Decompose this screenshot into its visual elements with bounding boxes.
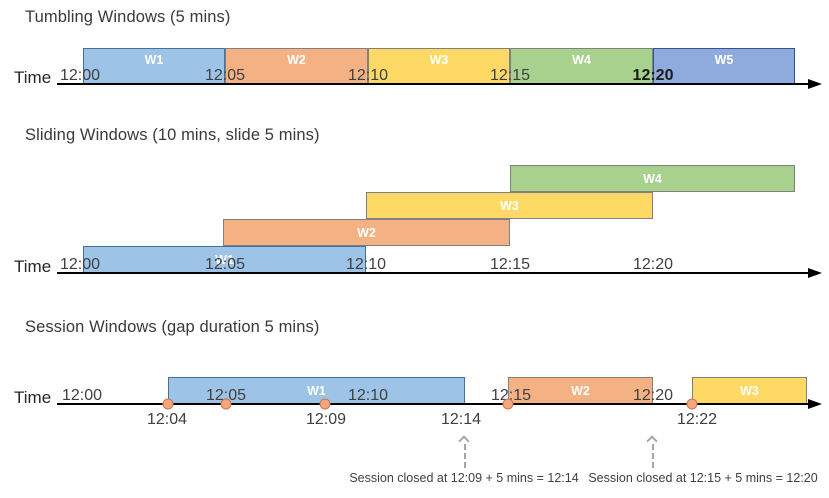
window-bar-w1	[83, 48, 225, 84]
window-label-w3: W3	[500, 198, 519, 213]
sliding-section-title: Sliding Windows (10 mins, slide 5 mins)	[25, 126, 320, 144]
window-label-w3: W3	[740, 383, 759, 398]
time-axis-label: Time	[14, 388, 52, 407]
up-arrow-shaft	[464, 444, 466, 468]
time-axis-line	[57, 403, 810, 405]
time-axis-arrowhead-icon	[808, 268, 822, 278]
window-bar-w3	[692, 377, 807, 404]
window-label-w2: W2	[571, 383, 590, 398]
axis-tick-label: 12:05	[205, 387, 247, 404]
axis-tick-label: 12:10	[345, 256, 387, 273]
time-axis-label: Time	[14, 68, 52, 87]
axis-tick-label: 12:20	[632, 387, 674, 404]
window-bar-w4	[510, 165, 795, 192]
axis-tick-label: 12:00	[61, 387, 103, 404]
window-label-w1: W1	[307, 383, 326, 398]
session-section-title: Session Windows (gap duration 5 mins)	[25, 318, 320, 336]
window-bar-w3	[366, 192, 653, 219]
tumbling-section-title: Tumbling Windows (5 mins)	[25, 8, 231, 26]
event-time-label: 12:09	[305, 411, 347, 428]
window-bar-w2	[508, 377, 653, 404]
time-axis-label: Time	[14, 257, 52, 276]
window-bar-w5	[653, 48, 795, 84]
time-axis-line	[57, 83, 810, 85]
axis-tick-label: 12:05	[204, 67, 246, 84]
event-dot	[686, 398, 698, 410]
session-closed-note: Session closed at 12:15 + 5 mins = 12:20	[588, 471, 818, 485]
window-label-w3: W3	[429, 53, 449, 67]
axis-tick-label: 12:20	[632, 67, 674, 84]
window-bar-w2	[223, 219, 510, 246]
event-dot	[502, 398, 514, 410]
event-dot	[319, 398, 331, 410]
window-label-w1: W1	[215, 252, 234, 267]
event-time-label: 12:04	[146, 411, 188, 428]
axis-tick-label: 12:00	[59, 256, 101, 273]
window-label-w2: W2	[357, 225, 376, 240]
time-axis-arrowhead-icon	[808, 399, 822, 409]
window-label-w4: W4	[572, 53, 591, 67]
axis-tick-label: 12:20	[632, 256, 674, 273]
time-axis-arrowhead-icon	[808, 79, 822, 89]
window-label-w5: W5	[714, 53, 734, 67]
axis-tick-label: 12:10	[347, 387, 389, 404]
axis-tick-label: 12:15	[490, 387, 532, 404]
axis-tick-label: 12:00	[59, 67, 101, 84]
up-arrow-shaft	[652, 444, 654, 468]
event-time-label: 12:22	[676, 411, 718, 428]
event-dot	[162, 398, 174, 410]
time-axis-line	[57, 272, 810, 274]
axis-tick-label: 12:10	[347, 67, 389, 84]
window-label-w4: W4	[643, 171, 662, 186]
window-bar-w4	[510, 48, 653, 84]
axis-tick-label: 12:15	[489, 256, 531, 273]
window-bar-w3	[368, 48, 510, 84]
session-closed-note: Session closed at 12:09 + 5 mins = 12:14	[349, 471, 579, 485]
axis-tick-label: 12:05	[204, 256, 246, 273]
event-dot	[220, 398, 232, 410]
axis-tick-label: 12:15	[489, 67, 531, 84]
window-label-w2: W2	[287, 53, 306, 67]
window-label-w1: W1	[144, 53, 164, 67]
event-time-label: 12:14	[440, 411, 482, 428]
